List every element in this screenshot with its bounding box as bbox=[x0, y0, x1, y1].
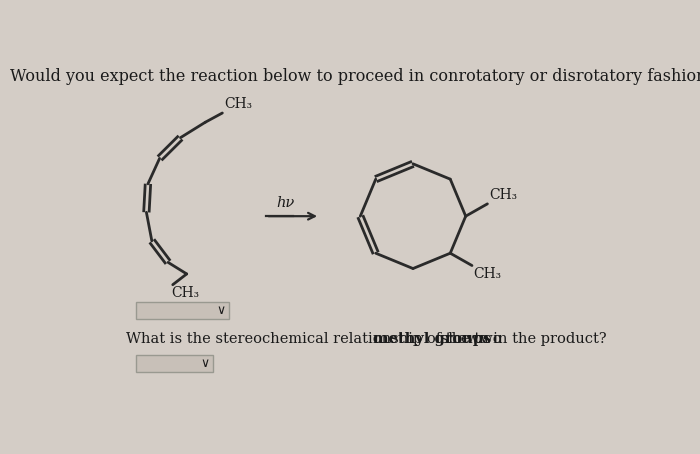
Text: What is the stereochemical relationship of the two: What is the stereochemical relationship … bbox=[126, 332, 507, 346]
Text: CH₃: CH₃ bbox=[172, 286, 200, 300]
Text: CH₃: CH₃ bbox=[473, 267, 502, 281]
Text: methyl groups: methyl groups bbox=[372, 332, 491, 346]
FancyBboxPatch shape bbox=[136, 355, 213, 372]
Text: hν: hν bbox=[276, 196, 294, 210]
Text: CH₃: CH₃ bbox=[489, 188, 517, 202]
Text: ∨: ∨ bbox=[216, 304, 225, 317]
FancyBboxPatch shape bbox=[136, 302, 228, 319]
Text: shown in the product?: shown in the product? bbox=[436, 332, 607, 346]
Text: CH₃: CH₃ bbox=[224, 98, 252, 112]
Text: ∨: ∨ bbox=[201, 357, 210, 370]
Text: Would you expect the reaction below to proceed in conrotatory or disrotatory fas: Would you expect the reaction below to p… bbox=[10, 69, 700, 85]
